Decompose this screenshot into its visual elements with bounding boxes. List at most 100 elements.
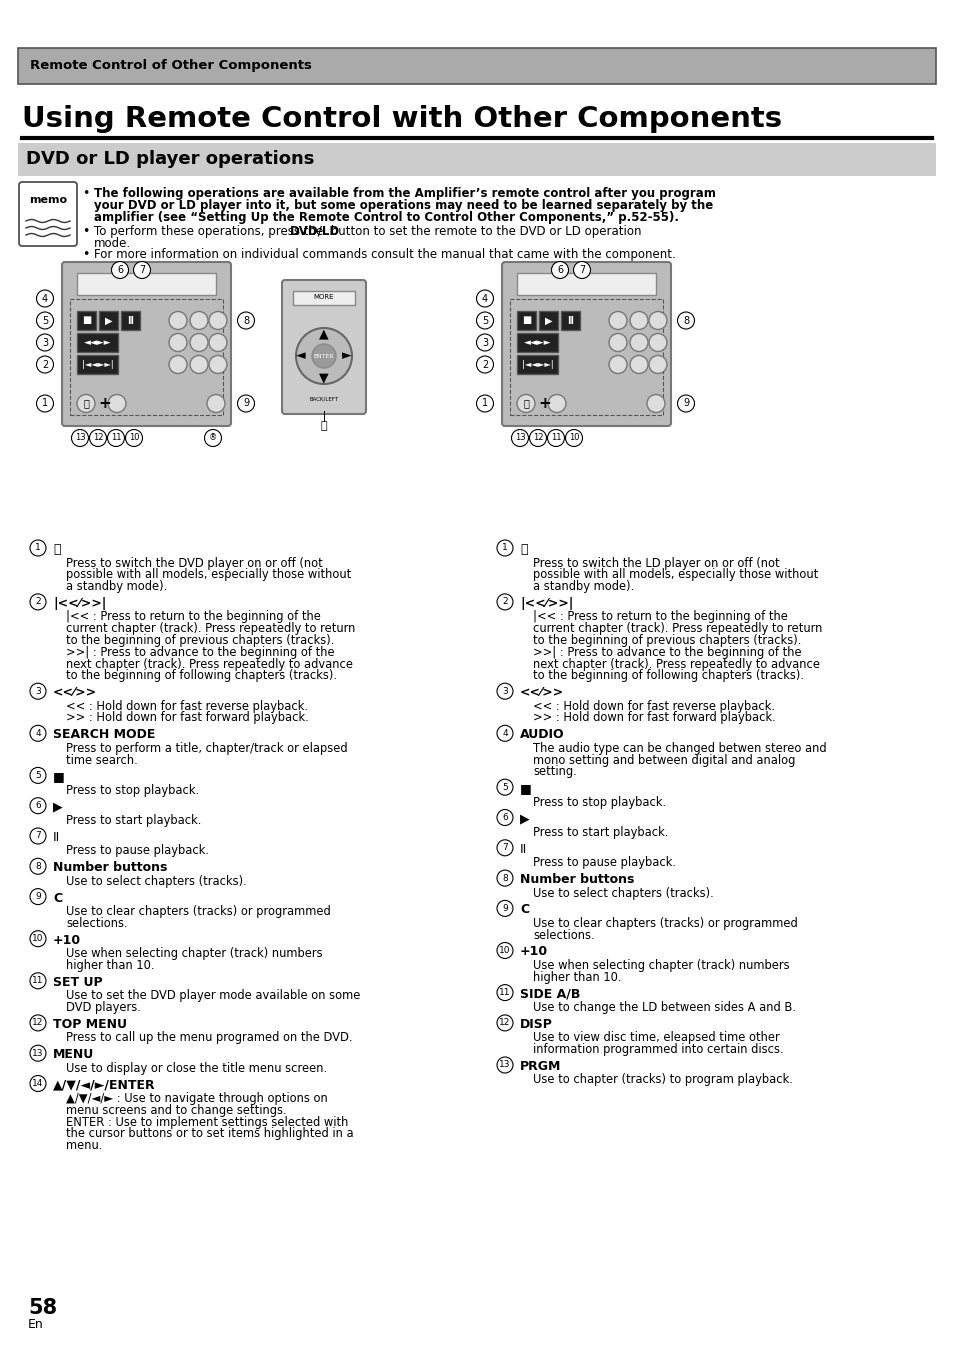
Circle shape — [71, 430, 89, 446]
Text: ►: ► — [342, 349, 352, 363]
Text: ⏻: ⏻ — [83, 399, 89, 408]
Text: to the beginning of previous chapters (tracks).: to the beginning of previous chapters (t… — [66, 634, 334, 647]
Circle shape — [476, 356, 493, 373]
Text: 12: 12 — [498, 1018, 510, 1027]
Text: 7: 7 — [501, 844, 507, 852]
Text: next chapter (track). Press repeatedly to advance: next chapter (track). Press repeatedly t… — [66, 658, 353, 670]
Text: mono setting and between digital and analog: mono setting and between digital and ana… — [533, 754, 795, 767]
Text: possible with all models, especially those without: possible with all models, especially tho… — [533, 569, 818, 581]
Text: Number buttons: Number buttons — [519, 874, 634, 886]
Text: 6: 6 — [117, 266, 123, 275]
Circle shape — [108, 395, 126, 412]
Circle shape — [497, 541, 513, 555]
Text: For more information on individual commands consult the manual that came with th: For more information on individual comma… — [94, 248, 675, 262]
Circle shape — [169, 333, 187, 352]
Text: Press to stop playback.: Press to stop playback. — [66, 785, 199, 797]
Circle shape — [30, 1045, 46, 1061]
Bar — [99, 311, 118, 330]
Circle shape — [497, 594, 513, 609]
Circle shape — [497, 810, 513, 825]
Text: ■: ■ — [521, 315, 531, 325]
Text: menu screens and to change settings.: menu screens and to change settings. — [66, 1104, 286, 1116]
Circle shape — [30, 930, 46, 946]
Text: +: + — [538, 396, 551, 411]
Circle shape — [209, 311, 227, 329]
Circle shape — [30, 828, 46, 844]
Text: <<⁄>>: <<⁄>> — [519, 686, 563, 700]
Bar — [77, 355, 118, 373]
Circle shape — [677, 395, 694, 412]
Circle shape — [629, 311, 647, 329]
Text: 8: 8 — [501, 874, 507, 883]
Text: the cursor buttons or to set items highlighted in a: the cursor buttons or to set items highl… — [66, 1127, 354, 1140]
Text: 3: 3 — [42, 337, 48, 348]
Text: ◄◄►►: ◄◄►► — [84, 338, 112, 346]
Circle shape — [30, 859, 46, 875]
Circle shape — [77, 395, 95, 412]
Text: 3: 3 — [35, 686, 41, 696]
Text: 1: 1 — [501, 543, 507, 553]
Text: ▶: ▶ — [544, 315, 552, 325]
Text: Use to chapter (tracks) to program playback.: Use to chapter (tracks) to program playb… — [533, 1073, 792, 1086]
Text: 6: 6 — [35, 801, 41, 810]
Text: Use when selecting chapter (track) numbers: Use when selecting chapter (track) numbe… — [66, 948, 322, 960]
Text: ▶: ▶ — [53, 801, 63, 814]
Bar — [538, 311, 558, 330]
Circle shape — [608, 356, 626, 373]
Text: Using Remote Control with Other Components: Using Remote Control with Other Componen… — [22, 105, 781, 133]
Text: next chapter (track). Press repeatedly to advance: next chapter (track). Press repeatedly t… — [533, 658, 820, 670]
Text: MORE: MORE — [314, 294, 334, 301]
Circle shape — [551, 262, 568, 279]
Text: <<⁄>>: <<⁄>> — [53, 686, 97, 700]
Circle shape — [565, 430, 582, 446]
Text: 14: 14 — [32, 1078, 44, 1088]
Text: Use to view disc time, eleapsed time other: Use to view disc time, eleapsed time oth… — [533, 1031, 779, 1045]
Text: 5: 5 — [481, 315, 488, 325]
Bar — [517, 355, 558, 373]
Text: ◄: ◄ — [295, 349, 306, 363]
Text: 7: 7 — [139, 266, 145, 275]
Circle shape — [30, 683, 46, 700]
Circle shape — [497, 869, 513, 886]
Text: SEARCH MODE: SEARCH MODE — [53, 728, 155, 741]
Circle shape — [608, 333, 626, 352]
Circle shape — [36, 356, 53, 373]
Circle shape — [497, 1015, 513, 1031]
FancyBboxPatch shape — [19, 182, 77, 245]
Circle shape — [190, 356, 208, 373]
Text: 2: 2 — [501, 597, 507, 607]
Circle shape — [648, 333, 666, 352]
Circle shape — [30, 767, 46, 783]
Text: ⓣ: ⓣ — [320, 421, 327, 431]
Circle shape — [511, 430, 528, 446]
Text: Press to switch the DVD player on or off (not: Press to switch the DVD player on or off… — [66, 557, 322, 569]
Circle shape — [30, 541, 46, 555]
Text: 2: 2 — [42, 360, 48, 369]
Text: DVD/LD: DVD/LD — [290, 225, 340, 239]
Text: >> : Hold down for fast forward playback.: >> : Hold down for fast forward playback… — [533, 712, 775, 724]
Circle shape — [204, 430, 221, 446]
Circle shape — [36, 395, 53, 412]
Circle shape — [497, 840, 513, 856]
Circle shape — [36, 334, 53, 350]
Text: |<<⁄>>|: |<<⁄>>| — [519, 597, 573, 609]
Circle shape — [608, 311, 626, 329]
Text: 7: 7 — [578, 266, 584, 275]
Circle shape — [30, 1076, 46, 1092]
Circle shape — [497, 984, 513, 1000]
Text: Use when selecting chapter (track) numbers: Use when selecting chapter (track) numbe… — [533, 958, 789, 972]
Text: ▲/▼/◄/►/ENTER: ▲/▼/◄/►/ENTER — [53, 1078, 155, 1092]
Text: 13: 13 — [515, 434, 525, 442]
Text: 1: 1 — [35, 543, 41, 553]
Circle shape — [30, 798, 46, 814]
Circle shape — [573, 262, 590, 279]
Text: ⏻: ⏻ — [53, 543, 60, 555]
Bar — [560, 311, 579, 330]
Circle shape — [108, 430, 125, 446]
Text: current chapter (track). Press repeatedly to return: current chapter (track). Press repeatedl… — [66, 623, 355, 635]
Circle shape — [629, 356, 647, 373]
Text: ■: ■ — [82, 315, 91, 325]
Circle shape — [497, 1057, 513, 1073]
Text: Use to clear chapters (tracks) or programmed: Use to clear chapters (tracks) or progra… — [533, 917, 797, 930]
Circle shape — [30, 725, 46, 741]
